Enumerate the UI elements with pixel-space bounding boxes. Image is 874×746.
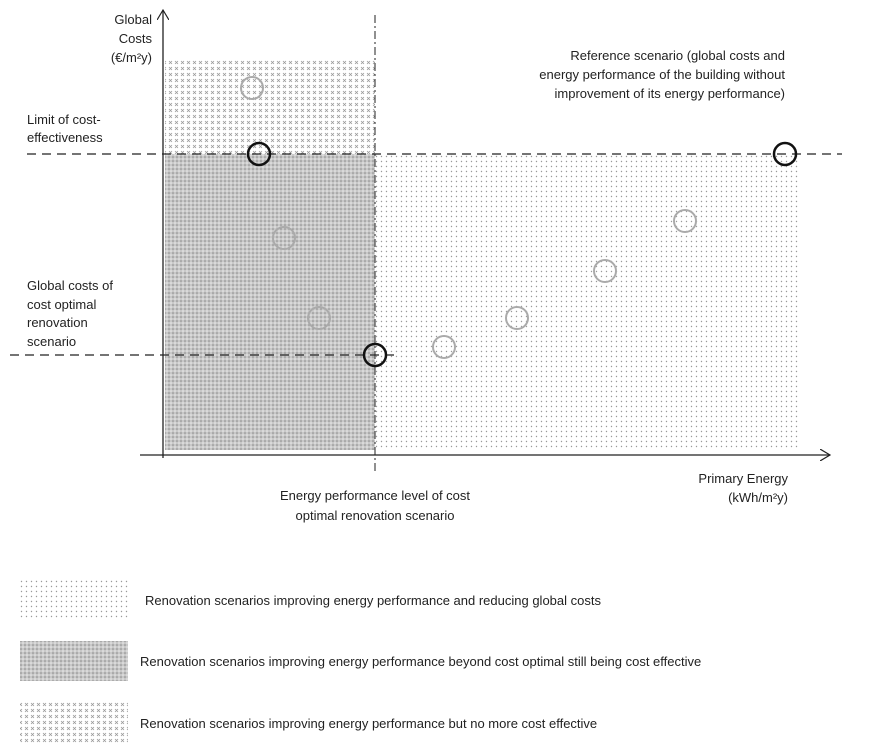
x-axis-label: Primary Energy <box>698 471 788 486</box>
reference-scenario <box>772 141 798 167</box>
scenario <box>673 209 697 233</box>
y-axis-label: Costs <box>119 31 153 46</box>
legend-swatch <box>20 641 128 681</box>
optimal-scenario <box>362 342 388 368</box>
limit-label: Limit of cost- <box>27 112 101 127</box>
legend-swatch <box>20 580 128 620</box>
key-scenarios <box>246 141 798 368</box>
optimal-energy-label: optimal renovation scenario <box>296 508 455 523</box>
legend-swatch <box>20 702 128 744</box>
optimal-cost-label: cost optimal <box>27 297 96 312</box>
y-axis-label: Global <box>114 12 152 27</box>
optimal-energy-label: Energy performance level of cost <box>280 488 470 503</box>
optimal-cost-label: Global costs of <box>27 278 113 293</box>
scenario <box>593 259 617 283</box>
limit-label: effectiveness <box>27 130 103 145</box>
scenarios <box>240 76 697 359</box>
limit-scenario <box>246 141 272 167</box>
scenario <box>432 335 456 359</box>
legend-text: Renovation scenarios improving energy pe… <box>140 716 597 731</box>
optimal-cost-label: renovation <box>27 315 88 330</box>
x-axis-label: (kWh/m²y) <box>728 490 788 505</box>
beyond-optimal-region <box>165 154 375 450</box>
reference-note: improvement of its energy performance) <box>555 86 785 101</box>
not-cost-effective-region <box>165 60 375 154</box>
reference-note: Reference scenario (global costs and <box>570 48 785 63</box>
reference-note: energy performance of the building witho… <box>539 67 785 82</box>
y-axis-label: (€/m²y) <box>111 50 152 65</box>
optimal-cost-label: scenario <box>27 334 76 349</box>
scenario <box>240 76 264 100</box>
reducing-costs-region <box>375 154 800 450</box>
scenario <box>505 306 529 330</box>
legend-text: Renovation scenarios improving energy pe… <box>145 593 601 608</box>
legend-text: Renovation scenarios improving energy pe… <box>140 654 701 669</box>
scenario <box>272 226 296 250</box>
scenario <box>307 306 331 330</box>
